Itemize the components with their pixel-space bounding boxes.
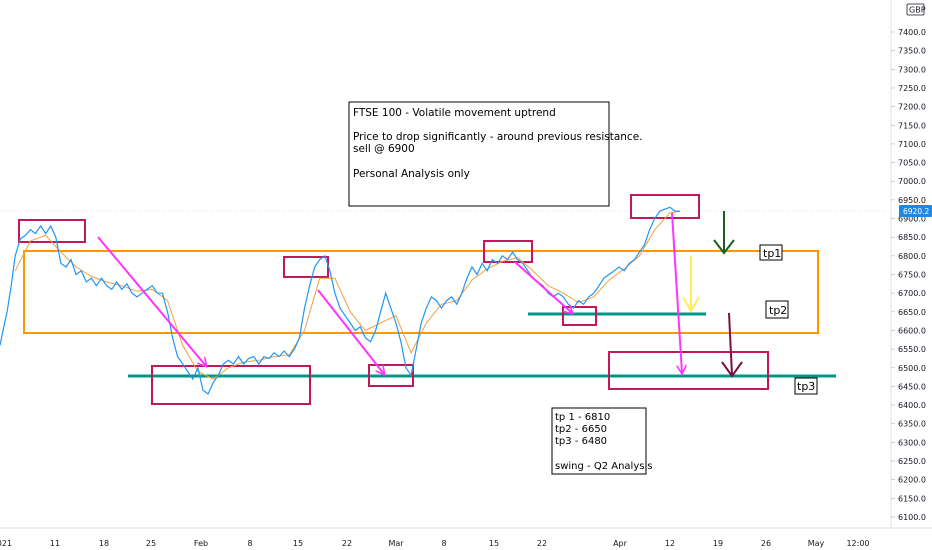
x-tick-label: 18 [99, 539, 109, 548]
arrow-drop-2 [317, 289, 384, 374]
price-line [0, 206, 681, 395]
note-tp-line-1: tp 1 - 6810 [555, 412, 610, 423]
tp2-label: tp2 [765, 300, 789, 319]
y-tick-label: 6500.0 [898, 364, 926, 373]
note-tp: tp 1 - 6810 tp2 - 6650 tp3 - 6480 swing … [551, 407, 652, 475]
y-tick-label: 6550.0 [898, 345, 926, 354]
arrow-drop-1 [97, 236, 206, 366]
y-tick-label: 6900.0 [898, 215, 926, 224]
last-price-value: 6920.2 [903, 207, 929, 216]
y-tick-label: 6300.0 [898, 438, 926, 447]
y-tick-label: 6650.0 [898, 308, 926, 317]
x-tick-label: Mar [388, 539, 404, 548]
ma-line [14, 210, 681, 380]
currency-label: GBP [909, 6, 926, 15]
y-tick-label: 7350.0 [898, 47, 926, 56]
tp2-text: tp2 [769, 304, 787, 317]
tp3-text: tp3 [797, 380, 815, 393]
box-mar-low-2 [562, 306, 597, 326]
arrow-drop-3 [514, 261, 572, 313]
y-tick-label: 6250.0 [898, 457, 926, 466]
x-tick-label: May [808, 539, 825, 548]
currency-badge: GBP [906, 3, 926, 16]
x-tick-label: 8 [247, 539, 252, 548]
x-tick-label: 15 [293, 539, 303, 548]
y-tick-label: 7050.0 [898, 159, 926, 168]
y-tick-label: 7400.0 [898, 28, 926, 37]
y-tick-label: 6800.0 [898, 252, 926, 261]
x-tick-label: 12 [665, 539, 675, 548]
y-tick-label: 6750.0 [898, 271, 926, 280]
note-main-line-3: Price to drop significantly - around pre… [353, 131, 643, 143]
last-price-badge: 6920.2 [899, 205, 932, 217]
tp1-text: tp1 [763, 247, 781, 260]
tp1-label: tp1 [759, 244, 783, 261]
price-axis[interactable] [891, 0, 932, 528]
y-tick-label: 6450.0 [898, 382, 926, 391]
box-mar-high [483, 240, 533, 263]
y-tick-label: 7300.0 [898, 65, 926, 74]
x-tick-label: 19 [713, 539, 723, 548]
x-tick-label: 26 [761, 539, 771, 548]
y-tick-label: 7250.0 [898, 84, 926, 93]
note-main-line-4: sell @ 6900 [353, 143, 415, 155]
box-mar-low [368, 364, 414, 387]
time-axis[interactable] [0, 528, 932, 550]
plot-area [0, 0, 891, 528]
y-tick-label: 7100.0 [898, 140, 926, 149]
y-tick-label: 6400.0 [898, 401, 926, 410]
y-tick-label: 6850.0 [898, 233, 926, 242]
note-tp-line-5: swing - Q2 Analysis [555, 461, 652, 472]
tp3-label: tp3 [794, 377, 818, 395]
note-main-line-1: FTSE 100 - Volatile movement uptrend [353, 107, 556, 119]
box-target [608, 351, 769, 390]
note-main-line-6: Personal Analysis only [353, 168, 470, 180]
note-tp-line-3: tp3 - 6480 [555, 436, 607, 447]
note-main: FTSE 100 - Volatile movement uptrend Pri… [348, 101, 643, 207]
y-tick-label: 6200.0 [898, 476, 926, 485]
x-tick-label: 11 [50, 539, 60, 548]
y-tick-label: 6700.0 [898, 289, 926, 298]
box-feb-low [151, 365, 311, 405]
x-tick-label: 8 [441, 539, 446, 548]
y-tick-label: 7000.0 [898, 177, 926, 186]
arrow-drop-4 [671, 212, 682, 373]
x-tick-label: 22 [342, 539, 352, 548]
arrow-tp2 [682, 256, 700, 314]
y-tick-label: 6950.0 [898, 196, 926, 205]
y-tick-label: 6350.0 [898, 420, 926, 429]
note-tp-line-2: tp2 - 6650 [555, 424, 607, 435]
y-tick-label: 6150.0 [898, 494, 926, 503]
x-tick-label: Apr [613, 539, 628, 548]
y-tick-label: 6600.0 [898, 326, 926, 335]
x-tick-label: 12:00 [846, 539, 869, 548]
x-tick-label: 15 [489, 539, 499, 548]
y-tick-label: 6100.0 [898, 513, 926, 522]
arrow-tp1 [713, 211, 735, 255]
y-tick-label: 7150.0 [898, 121, 926, 130]
x-tick-label: 25 [146, 539, 156, 548]
y-tick-label: 7200.0 [898, 103, 926, 112]
x-tick-label: 22 [537, 539, 547, 548]
x-tick-label: 2021 [0, 539, 12, 548]
x-tick-label: Feb [194, 539, 208, 548]
arrow-tp3 [721, 312, 743, 378]
